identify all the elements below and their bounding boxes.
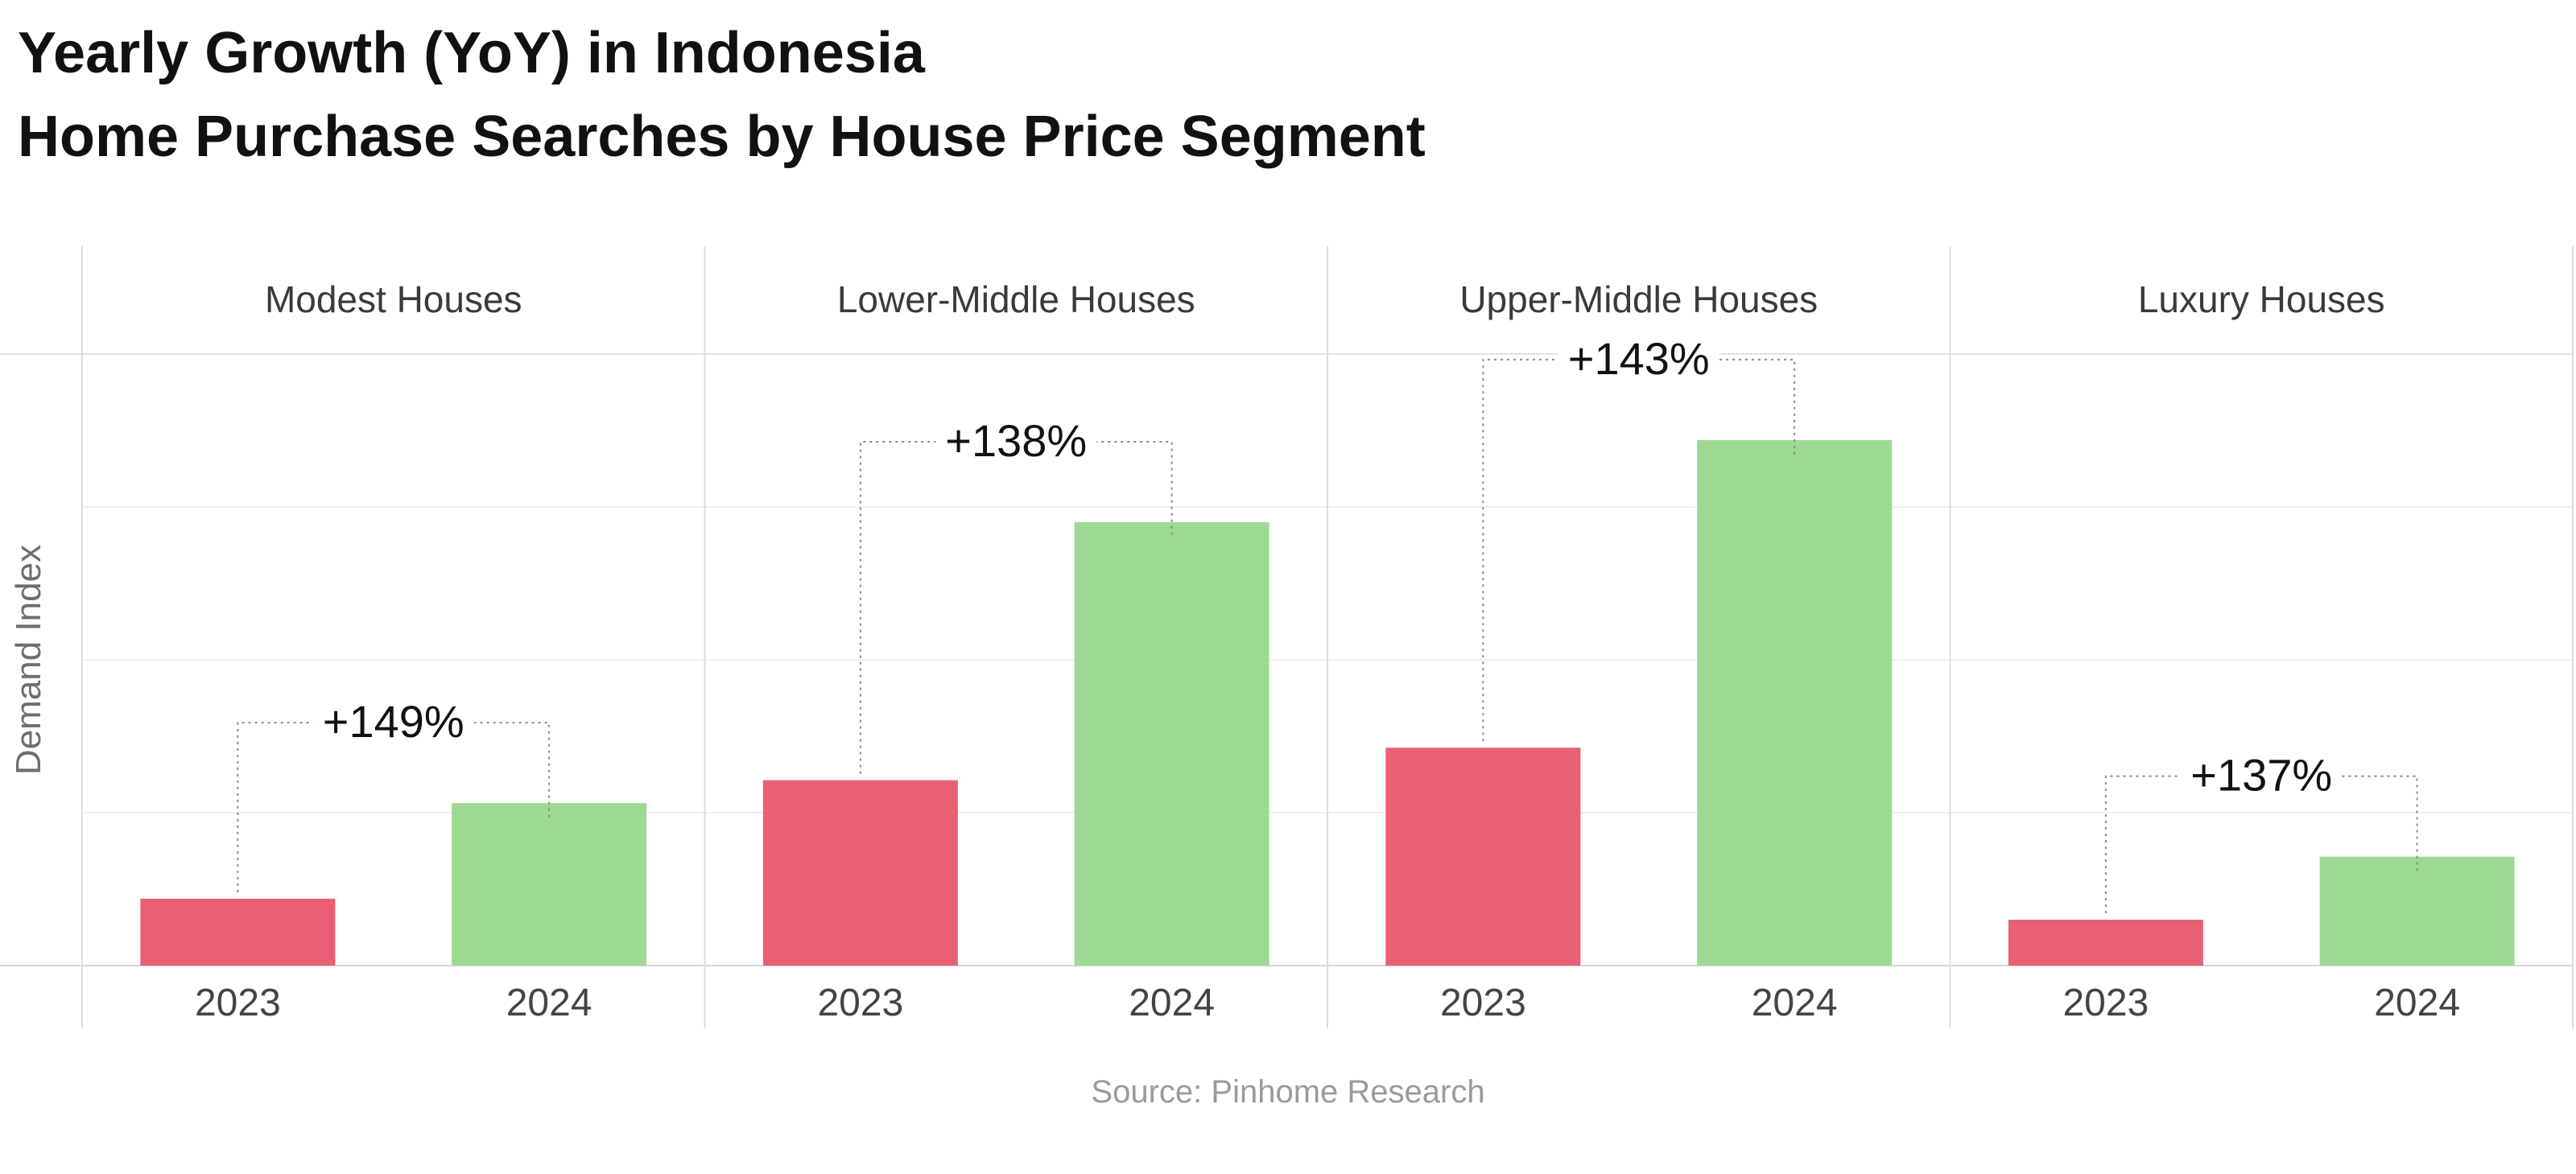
bar-2024 <box>1074 522 1269 966</box>
chart-title: Yearly Growth (YoY) in Indonesia <box>18 21 925 85</box>
x-tick-label: 2023 <box>817 982 903 1024</box>
panel-header: Upper-Middle Houses <box>1459 278 1818 320</box>
growth-bracket <box>2104 775 2418 913</box>
growth-bracket <box>1482 358 1796 742</box>
growth-bracket <box>859 441 1173 774</box>
x-tick-label: 2024 <box>2374 982 2460 1024</box>
source-note: Source: Pinhome Research <box>1091 1074 1485 1110</box>
growth-label: +137% <box>2190 750 2332 801</box>
growth-label: +143% <box>1568 333 1710 384</box>
chart-subtitle: Home Purchase Searches by House Price Se… <box>18 105 1426 169</box>
x-tick-label: 2024 <box>506 982 592 1024</box>
growth-label: +138% <box>945 415 1087 466</box>
x-tick-label: 2024 <box>1752 982 1838 1024</box>
growth-label: +149% <box>323 696 464 747</box>
x-tick-label: 2023 <box>1440 982 1526 1024</box>
growth-label-bg <box>2181 747 2343 804</box>
bar-2024 <box>2319 856 2515 966</box>
panel-header: Lower-Middle Houses <box>837 278 1195 320</box>
panel-header: Luxury Houses <box>2138 278 2385 320</box>
growth-label-bg <box>1558 330 1719 387</box>
x-tick-label: 2023 <box>2062 982 2149 1024</box>
growth-label-bg <box>935 413 1097 469</box>
bar-2024 <box>1697 439 1893 966</box>
bar-2023 <box>2008 920 2203 966</box>
panel-header: Modest Houses <box>265 278 522 320</box>
bar-2024 <box>452 803 647 966</box>
growth-bracket <box>237 722 551 892</box>
x-tick-label: 2023 <box>195 982 281 1024</box>
growth-label-bg <box>312 694 474 751</box>
x-tick-label: 2024 <box>1129 982 1215 1024</box>
y-axis-label: Demand Index <box>9 545 48 775</box>
bar-2023 <box>1385 748 1581 966</box>
bar-2023 <box>140 898 336 966</box>
bar-2023 <box>762 780 958 966</box>
